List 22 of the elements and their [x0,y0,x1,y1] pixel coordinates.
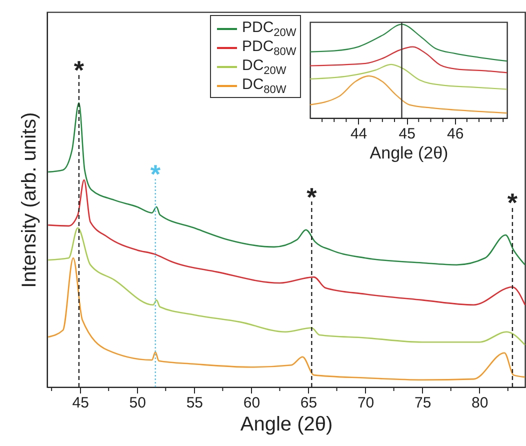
legend-label: DC$_{20W}$ [242,56,286,76]
x-tick-label: 60 [243,394,260,412]
ref-line-label: * [306,182,318,212]
ref-line-label: * [507,187,518,218]
x-tick-label: 44 [350,126,368,142]
x-tick-label: 50 [129,394,146,412]
ref-line-label: * [74,55,85,86]
x-tick-label: 45 [72,394,89,412]
x-tick-label: 55 [186,394,204,412]
x-axis-title: Angle (2θ) [370,144,448,162]
legend-label: PDC$_{80W}$ [242,38,296,58]
legend-label: DC$_{80W}$ [242,76,286,96]
x-tick-label: 45 [398,126,416,142]
x-tick-label: 80 [472,394,488,412]
legend-label: PDC$_{20W}$ [242,18,296,38]
x-tick-label: 46 [447,126,464,142]
x-axis-title: Angle (2θ) [240,414,333,436]
ref-line-label: * [150,159,162,190]
x-tick-label: 70 [357,394,374,412]
x-tick-label: 75 [414,394,432,412]
y-axis-title: Intensity (arb. units) [18,112,40,288]
x-tick-label: 65 [300,394,318,412]
